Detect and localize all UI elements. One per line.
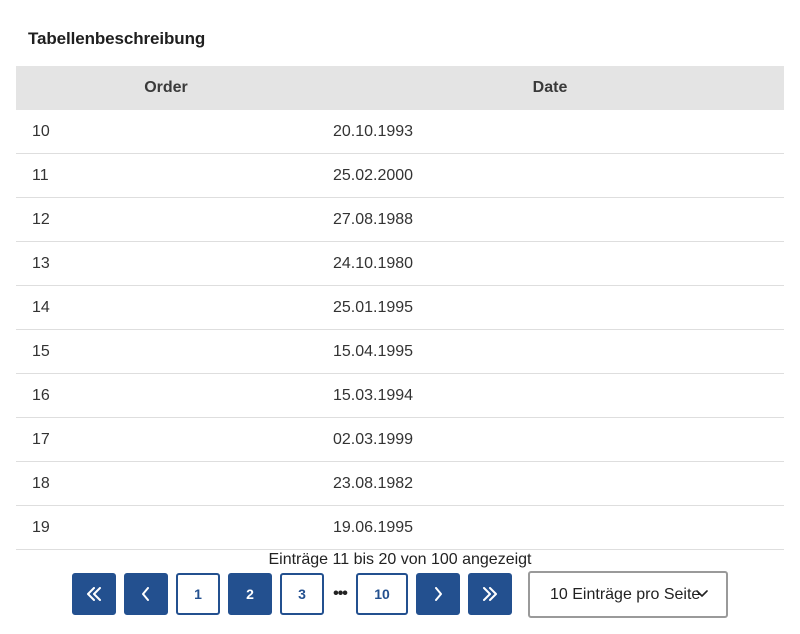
table-row: 14 25.01.1995 (16, 286, 784, 330)
page-button-2-current[interactable]: 2 (228, 573, 272, 615)
page-size-select[interactable]: 10 Einträge pro Seite (528, 571, 728, 618)
page-size-value: 10 Einträge pro Seite (550, 585, 701, 603)
table-row: 13 24.10.1980 (16, 242, 784, 286)
table-row: 16 15.03.1994 (16, 374, 784, 418)
cell-order: 19 (32, 518, 50, 536)
table-caption: Tabellenbeschreibung (28, 29, 206, 48)
cell-order: 14 (32, 298, 50, 316)
next-page-button[interactable] (416, 573, 460, 615)
table-header-row: Order Date (16, 66, 784, 110)
column-header-order[interactable]: Order (144, 79, 188, 96)
cell-order: 10 (32, 122, 50, 140)
cell-date: 19.06.1995 (333, 518, 414, 536)
double-chevron-right-icon (483, 587, 497, 601)
chevron-right-icon (435, 587, 442, 601)
cell-order: 11 (32, 166, 49, 184)
cell-date: 23.08.1982 (333, 474, 414, 492)
cell-order: 16 (32, 386, 50, 404)
cell-date: 20.10.1993 (333, 122, 414, 140)
cell-date: 24.10.1980 (333, 254, 414, 272)
chevron-down-icon (696, 590, 708, 597)
data-table: Order Date 10 20.10.1993 11 25.02.2000 1… (16, 66, 784, 550)
table-row: 19 19.06.1995 (16, 506, 784, 550)
cell-date: 25.01.1995 (333, 298, 414, 316)
previous-page-button[interactable] (124, 573, 168, 615)
last-page-button[interactable] (468, 573, 512, 615)
page-button-10[interactable]: 10 (356, 573, 408, 615)
table-row: 18 23.08.1982 (16, 462, 784, 506)
cell-date: 02.03.1999 (333, 430, 414, 448)
first-page-button[interactable] (72, 573, 116, 615)
chevron-left-icon (142, 587, 149, 601)
pagination: 1 2 3 ••• 10 (0, 573, 800, 615)
table-row: 15 15.04.1995 (16, 330, 784, 374)
double-chevron-left-icon (87, 587, 101, 601)
page-button-1[interactable]: 1 (176, 573, 220, 615)
table-row: 17 02.03.1999 (16, 418, 784, 462)
cell-order: 12 (32, 210, 50, 228)
cell-date: 25.02.2000 (333, 166, 414, 184)
cell-date: 27.08.1988 (333, 210, 414, 228)
pagination-summary: Einträge 11 bis 20 von 100 angezeigt (268, 551, 532, 568)
cell-order: 13 (32, 254, 50, 272)
pagination-ellipsis: ••• (333, 585, 348, 602)
cell-date: 15.03.1994 (333, 386, 414, 404)
column-header-date[interactable]: Date (532, 79, 568, 96)
table-row: 10 20.10.1993 (16, 110, 784, 154)
table-row: 12 27.08.1988 (16, 198, 784, 242)
cell-date: 15.04.1995 (333, 342, 414, 360)
table-row: 11 25.02.2000 (16, 154, 784, 198)
cell-order: 18 (32, 474, 50, 492)
cell-order: 15 (32, 342, 50, 360)
cell-order: 17 (32, 430, 50, 448)
page-button-3[interactable]: 3 (280, 573, 324, 615)
